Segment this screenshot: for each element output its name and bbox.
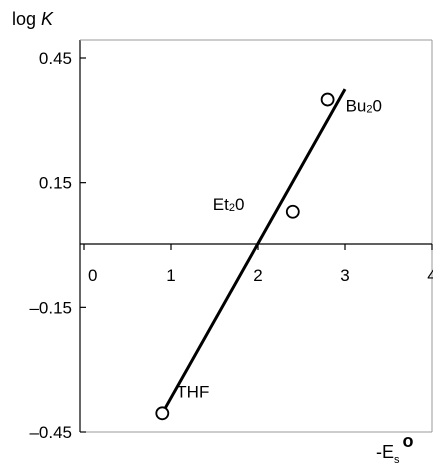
y-tick-label: –0.45 — [29, 423, 72, 442]
y-tick-label: 0.15 — [39, 174, 72, 193]
x-tick-label: 0 — [88, 266, 97, 285]
x-tick-label: 3 — [340, 266, 349, 285]
x-tick-label: 4 — [427, 266, 433, 285]
y-tick-label: 0.45 — [39, 49, 72, 68]
data-point — [155, 406, 170, 421]
x-axis-label: -Eso — [376, 431, 414, 464]
y-axis-label: log K — [12, 9, 54, 29]
y-tick-label: –0.15 — [29, 298, 72, 317]
point-label: Bu20 — [346, 97, 382, 116]
data-point — [320, 92, 335, 107]
x-tick-label: 1 — [166, 266, 175, 285]
fit-line — [160, 88, 347, 415]
point-label: THF — [176, 382, 209, 401]
x-tick-label: 2 — [253, 266, 262, 285]
data-point — [285, 204, 300, 219]
point-label: Et20 — [213, 195, 245, 214]
